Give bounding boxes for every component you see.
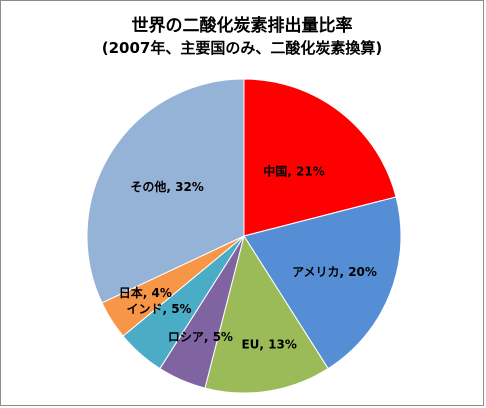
pie-slice-6	[86, 78, 245, 304]
chart-title: 世界の二酸化炭素排出量比率	[131, 16, 353, 36]
pie-slice-1	[243, 196, 402, 370]
slice-label-5: 日本, 4%	[119, 285, 172, 300]
slice-label-4: インド, 5%	[126, 302, 191, 316]
slice-label-1: アメリカ, 20%	[292, 265, 377, 279]
slice-label-0: 中国, 21%	[263, 164, 324, 179]
slice-label-2: EU, 13%	[241, 338, 296, 352]
pie-slice-2	[204, 234, 329, 394]
pie-slice-0	[243, 78, 397, 237]
slice-label-3: ロシア, 5%	[168, 330, 233, 344]
chart-subtitle: (2007年、主要国のみ、二酸化炭素換算)	[101, 39, 383, 57]
slice-label-6: その他, 32%	[130, 179, 203, 194]
